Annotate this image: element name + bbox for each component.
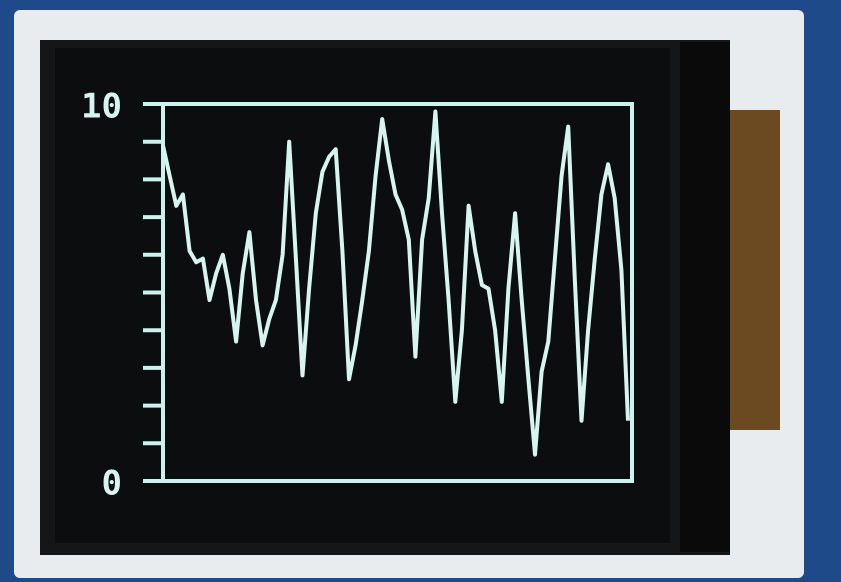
display-edge xyxy=(680,42,730,552)
y-tick-label: 10 xyxy=(81,87,122,127)
screen-photo: 0 10 xyxy=(0,0,841,582)
flex-cable xyxy=(730,110,780,430)
y-tick-label: 0 xyxy=(102,464,122,504)
